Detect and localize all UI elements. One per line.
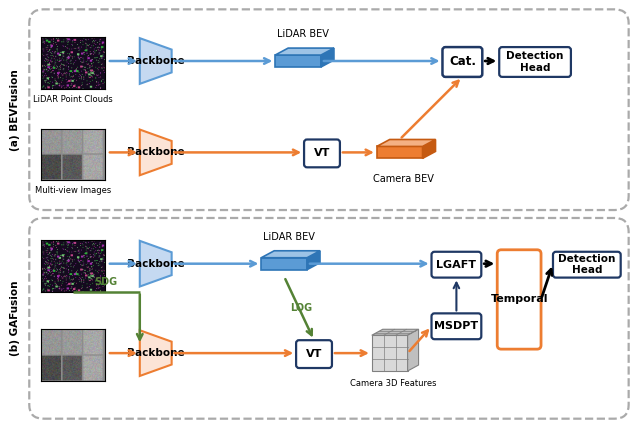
FancyBboxPatch shape (499, 47, 571, 77)
Text: LiDAR BEV: LiDAR BEV (263, 232, 315, 242)
Polygon shape (377, 140, 435, 146)
Text: Backbone: Backbone (127, 259, 184, 269)
FancyBboxPatch shape (442, 47, 483, 77)
Text: Backbone: Backbone (127, 147, 184, 157)
Polygon shape (422, 140, 435, 159)
Text: LiDAR Point Clouds: LiDAR Point Clouds (33, 95, 113, 104)
Polygon shape (275, 55, 321, 67)
Text: LGAFT: LGAFT (436, 260, 476, 270)
Text: Backbone: Backbone (127, 56, 184, 66)
Text: Multi-view Images: Multi-view Images (35, 186, 111, 195)
Polygon shape (321, 48, 334, 67)
Text: MSDPT: MSDPT (435, 321, 479, 331)
Polygon shape (140, 38, 172, 84)
Polygon shape (377, 146, 422, 159)
Polygon shape (140, 330, 172, 376)
Polygon shape (372, 329, 419, 335)
FancyBboxPatch shape (29, 10, 628, 210)
Text: Cat.: Cat. (449, 55, 476, 69)
Text: Backbone: Backbone (127, 348, 184, 358)
Polygon shape (307, 251, 320, 270)
FancyBboxPatch shape (29, 218, 628, 419)
Text: (b) GAFusion: (b) GAFusion (10, 281, 20, 356)
FancyBboxPatch shape (553, 252, 621, 278)
Polygon shape (261, 251, 320, 258)
Text: LiDAR BEV: LiDAR BEV (277, 29, 329, 39)
Polygon shape (372, 335, 408, 371)
Polygon shape (140, 130, 172, 175)
Text: Detection
Head: Detection Head (506, 51, 564, 73)
FancyBboxPatch shape (296, 340, 332, 368)
Text: Camera BEV: Camera BEV (373, 174, 434, 184)
Polygon shape (261, 258, 307, 270)
Polygon shape (275, 48, 334, 55)
Polygon shape (408, 329, 419, 371)
Text: Detection
Head: Detection Head (558, 254, 616, 276)
Text: VT: VT (306, 349, 322, 359)
Text: SDG: SDG (94, 276, 118, 286)
FancyBboxPatch shape (497, 250, 541, 349)
FancyBboxPatch shape (431, 252, 481, 278)
FancyBboxPatch shape (431, 313, 481, 339)
Text: Temporal: Temporal (490, 295, 548, 305)
Text: LOG: LOG (290, 303, 312, 313)
Text: (a) BEVFusion: (a) BEVFusion (10, 69, 20, 151)
FancyBboxPatch shape (304, 140, 340, 167)
Text: Camera 3D Features: Camera 3D Features (351, 379, 437, 388)
Text: VT: VT (314, 149, 330, 159)
Polygon shape (140, 241, 172, 286)
